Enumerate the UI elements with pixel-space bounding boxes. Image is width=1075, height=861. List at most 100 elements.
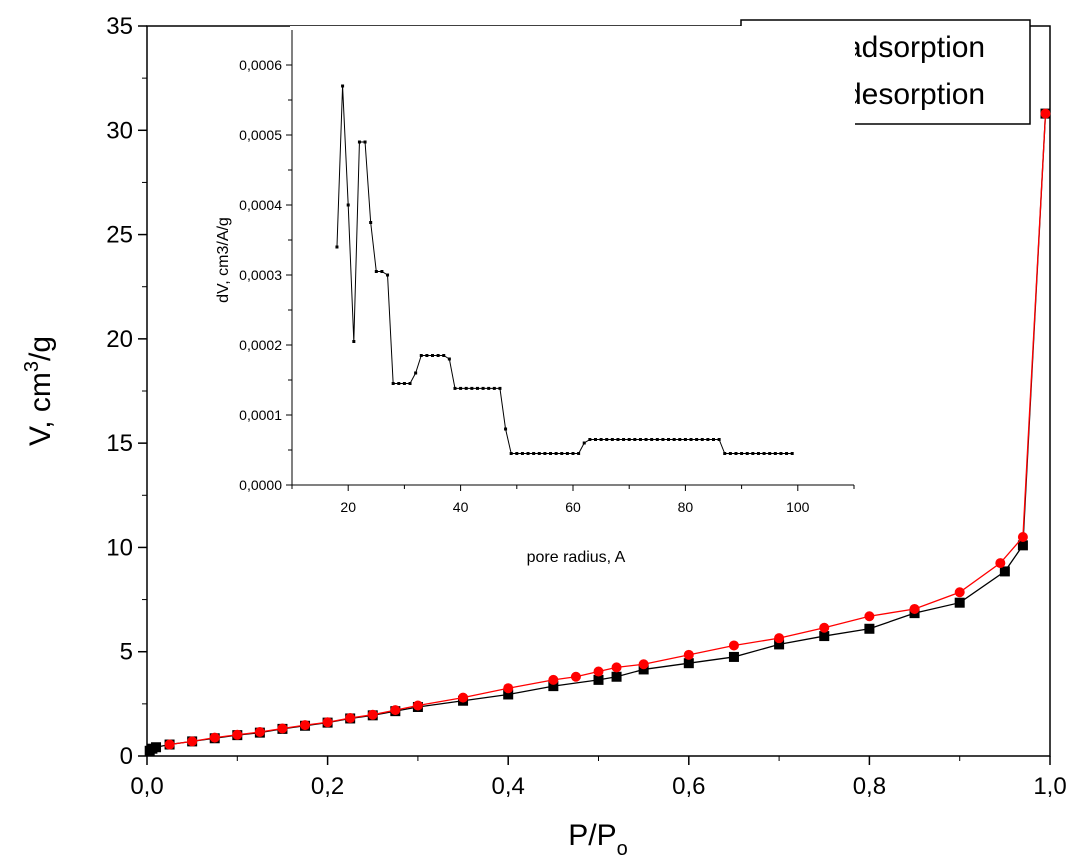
inset-x-tick-label: 100 (786, 499, 810, 515)
inset-data-point (425, 354, 429, 357)
data-point-desorption (1040, 108, 1051, 119)
data-point-adsorption (611, 671, 622, 682)
data-point-desorption (728, 640, 739, 651)
main-x-axis-label-subscript: o (617, 838, 628, 860)
inset-data-point (582, 441, 586, 445)
data-point-adsorption (593, 674, 604, 685)
inset-chart: 20 40 60 80 100 0,0000 0,0001 0,0002 0,0003 0,000… (215, 26, 855, 566)
data-point-desorption (232, 729, 243, 740)
inset-data-point (728, 452, 732, 455)
inset-data-point (492, 386, 496, 390)
data-point-adsorption (151, 742, 162, 753)
inset-data-point (369, 221, 373, 224)
inset-x-axis-label: pore radius, A (527, 549, 626, 566)
main-y-tick-label: 30 (106, 117, 133, 144)
inset-data-point (515, 452, 519, 455)
legend-label-adsorption: adsorption (845, 31, 985, 64)
inset-y-tick-label: 0,0002 (239, 337, 282, 353)
inset-background (290, 26, 855, 485)
inset-y-tick-label: 0,0001 (239, 407, 282, 423)
inset-data-point (352, 340, 356, 343)
main-y-axis-label-main: V, cm (24, 372, 57, 446)
inset-data-point (655, 438, 659, 441)
data-point-desorption (909, 603, 920, 614)
inset-x-tick-label: 60 (565, 499, 581, 515)
data-point-desorption (954, 587, 965, 598)
inset-data-point (447, 357, 451, 361)
inset-data-point (487, 386, 491, 390)
inset-y-tick-label: 0,0006 (239, 57, 282, 73)
main-ticks: 0,0 0,2 0,4 0,6 0,8 1,0 0 5 10 15 20 25 30 35 (106, 13, 1066, 800)
main-x-tick-label: 0,8 (853, 773, 886, 800)
inset-data-point (341, 84, 345, 88)
inset-data-point (790, 452, 794, 455)
inset-data-point (717, 438, 721, 441)
data-point-desorption (254, 727, 265, 738)
inset-data-point (346, 203, 350, 207)
inset-data-point (633, 438, 637, 441)
inset-data-point (762, 452, 766, 455)
inset-data-point (335, 245, 339, 249)
inset-data-point (537, 452, 541, 455)
inset-data-point (593, 438, 597, 441)
inset-y-tick-label: 0,0005 (239, 127, 282, 143)
inset-data-point (571, 452, 575, 455)
inset-data-point (509, 452, 513, 455)
inset-data-point (773, 452, 777, 455)
inset-data-point (577, 452, 581, 455)
data-point-adsorption (999, 566, 1010, 577)
inset-data-point (464, 386, 468, 390)
inset-data-point (678, 438, 682, 441)
main-y-tick-label: 0 (120, 743, 133, 770)
inset-x-tick-label: 80 (678, 499, 694, 515)
inset-data-point (683, 438, 687, 441)
inset-data-point (599, 438, 603, 441)
data-point-adsorption (819, 631, 830, 642)
inset-data-point (565, 452, 569, 455)
data-point-adsorption (774, 639, 785, 650)
inset-data-point (723, 452, 727, 455)
inset-data-point (520, 452, 524, 455)
main-y-tick-label: 35 (106, 13, 133, 40)
main-y-axis-label-superscript: 3 (21, 361, 43, 372)
inset-data-point (402, 382, 406, 385)
main-y-axis-label: V, cm3/g (21, 336, 57, 446)
data-point-desorption (593, 666, 604, 677)
data-point-adsorption (638, 664, 649, 675)
main-x-axis-label-main: P/P (568, 819, 616, 852)
inset-data-point (695, 438, 699, 441)
inset-data-point (470, 386, 474, 390)
main-x-tick-label: 0,2 (311, 773, 344, 800)
inset-data-point (475, 386, 479, 390)
data-point-desorption (683, 649, 694, 660)
main-y-tick-label: 25 (106, 222, 133, 249)
inset-data-point (672, 438, 676, 441)
inset-data-point (498, 386, 502, 390)
data-point-adsorption (728, 651, 739, 662)
data-point-adsorption (683, 658, 694, 669)
inset-y-axis-label: dV, cm3/A/g (215, 217, 232, 303)
data-point-adsorption (864, 623, 875, 634)
data-point-desorption (277, 723, 288, 734)
inset-data-point (751, 452, 755, 455)
inset-data-point (768, 452, 772, 455)
legend-label-desorption: desorption (845, 78, 985, 111)
inset-x-tick-label: 40 (453, 499, 469, 515)
main-series (144, 108, 1051, 756)
inset-data-point (431, 354, 434, 357)
inset-data-point (785, 452, 789, 455)
inset-data-point (610, 438, 614, 441)
inset-data-point (588, 438, 592, 441)
inset-data-point (779, 452, 783, 455)
main-x-axis-label: P/Po (568, 819, 627, 860)
inset-y-tick-label: 0,0003 (239, 267, 282, 283)
main-y-tick-label: 20 (106, 326, 133, 353)
inset-y-tick-label: 0,0004 (239, 197, 282, 213)
data-point-adsorption (503, 689, 514, 700)
inset-data-point (363, 140, 367, 144)
inset-data-point (627, 438, 631, 441)
inset-data-point (391, 382, 395, 385)
inset-data-point (706, 438, 710, 441)
data-point-adsorption (1017, 540, 1028, 551)
